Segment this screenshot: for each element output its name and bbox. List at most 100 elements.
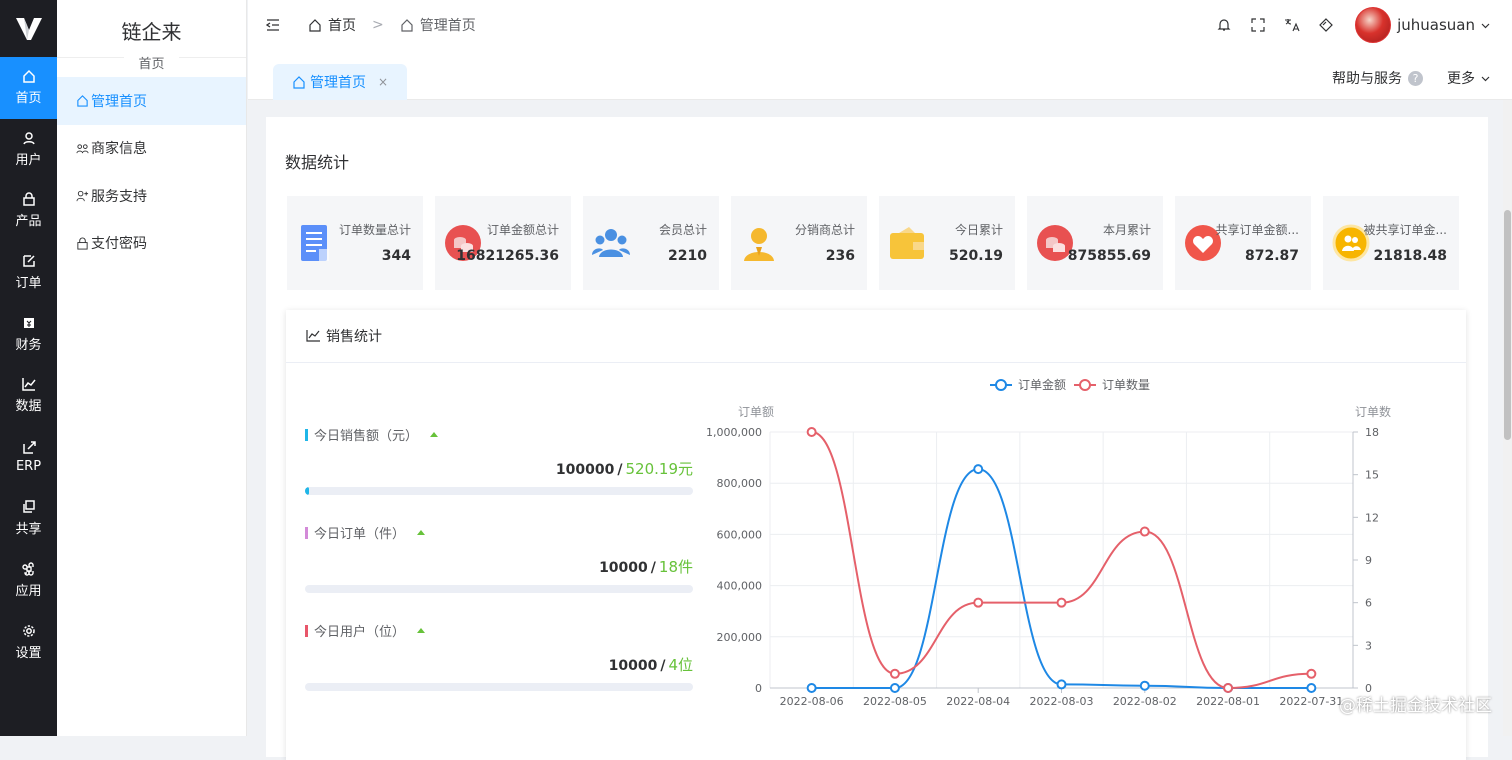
rail-item-5[interactable]: 数据 <box>0 365 57 427</box>
stat-value: 16821265.36 <box>456 248 559 264</box>
sales-card: 销售统计 今日销售额（元）100000/520.19元今日订单（件）10000/… <box>286 310 1466 760</box>
y-tick-label: 600,000 <box>717 528 763 541</box>
theme-icon[interactable] <box>1309 8 1343 42</box>
data-point <box>974 599 982 607</box>
rail-item-4[interactable]: 财务 <box>0 303 57 365</box>
row-marker <box>305 527 308 539</box>
trend-up-icon <box>417 530 425 535</box>
top-header: 首页 > 管理首页 juhuasuan <box>248 0 1512 50</box>
progress-sep: / <box>651 560 656 576</box>
stat-card[interactable]: 订单数量总计 344 <box>287 196 423 290</box>
tab-label: 管理首页 <box>310 72 366 92</box>
bell-icon[interactable] <box>1207 8 1241 42</box>
watermark-text: @稀土掘金技术社区 <box>1339 691 1492 716</box>
data-point <box>1141 528 1149 536</box>
home-icon <box>22 69 36 83</box>
y2-tick-label: 6 <box>1365 597 1372 610</box>
y2-tick-label: 9 <box>1365 554 1372 567</box>
money-icon <box>22 316 36 330</box>
rail-item-3[interactable]: 订单 <box>0 242 57 304</box>
breadcrumb-current: 管理首页 <box>420 15 476 35</box>
rail-item-label: 财务 <box>15 334 41 353</box>
sidebar-item-2[interactable]: 服务支持 <box>57 172 246 220</box>
scrollbar-thumb[interactable] <box>1504 210 1511 440</box>
tab-dashboard[interactable]: 管理首页 × <box>273 64 407 100</box>
row-marker <box>305 429 308 441</box>
y-axis-title: 订单额 <box>738 405 774 419</box>
y-tick-label: 400,000 <box>717 580 763 593</box>
data-point <box>1141 682 1149 690</box>
help-link[interactable]: 帮助与服务 <box>1332 68 1402 88</box>
sidebar-item-1[interactable]: 商家信息 <box>57 125 246 173</box>
y2-tick-label: 15 <box>1365 469 1379 482</box>
x-tick-label: 2022-08-02 <box>1113 695 1177 708</box>
data-point <box>1058 599 1066 607</box>
rail-item-0[interactable]: 首页 <box>0 57 57 119</box>
help-icon[interactable]: ? <box>1408 71 1423 86</box>
stat-card[interactable]: 被共享订单金...21818.48 <box>1323 196 1459 290</box>
x-tick-label: 2022-08-05 <box>863 695 927 708</box>
y-tick-label: 1,000,000 <box>706 426 762 439</box>
rail-item-label: 设置 <box>15 642 41 661</box>
progress-label: 今日销售额（元） <box>314 425 418 444</box>
rail-item-7[interactable]: 共享 <box>0 488 57 550</box>
wallet-icon <box>887 223 927 263</box>
close-icon[interactable]: × <box>378 75 388 89</box>
sidebar-item-0[interactable]: 管理首页 <box>57 77 246 125</box>
data-point <box>808 428 816 436</box>
y2-tick-label: 18 <box>1365 426 1379 439</box>
more-menu[interactable]: 更多 <box>1447 68 1475 88</box>
trend-up-icon <box>417 628 425 633</box>
gear-icon <box>22 624 36 638</box>
rail-item-9[interactable]: 设置 <box>0 611 57 673</box>
data-point <box>891 670 899 678</box>
stat-label: 分销商总计 <box>795 221 855 238</box>
stat-label: 订单数量总计 <box>339 221 411 238</box>
scrollbar[interactable] <box>1503 100 1512 736</box>
chevron-down-icon[interactable] <box>1481 18 1490 33</box>
rail-item-label: 订单 <box>15 272 41 291</box>
rail-item-8[interactable]: 应用 <box>0 550 57 612</box>
x-tick-label: 2022-08-03 <box>1030 695 1094 708</box>
sidebar-item-label: 商家信息 <box>91 138 147 158</box>
stat-card[interactable]: 共享订单金额...872.87 <box>1175 196 1311 290</box>
translate-icon[interactable] <box>1275 8 1309 42</box>
sidebar-item-3[interactable]: 支付密码 <box>57 220 246 268</box>
series-line-1 <box>812 432 1312 688</box>
series-line-0 <box>812 469 1312 688</box>
document-icon <box>295 223 335 263</box>
progress-fill <box>305 487 309 495</box>
avatar[interactable] <box>1355 7 1391 43</box>
home-icon <box>308 18 322 32</box>
lock-icon <box>22 192 36 206</box>
username[interactable]: juhuasuan <box>1397 16 1475 34</box>
rail-item-label: 用户 <box>15 149 41 168</box>
rail-item-2[interactable]: 产品 <box>0 180 57 242</box>
breadcrumb-home[interactable]: 首页 <box>328 15 356 35</box>
legend-marker <box>996 380 1006 390</box>
stat-value: 344 <box>382 248 411 264</box>
chevron-down-icon[interactable] <box>1481 70 1490 86</box>
command-icon <box>22 562 36 576</box>
sales-line-chart: 0200,000400,000600,000800,0001,000,00003… <box>702 370 1482 720</box>
progress-row: 今日订单（件）10000/18件 <box>305 523 693 593</box>
progress-current: 18件 <box>659 558 693 576</box>
rail-item-label: 共享 <box>15 518 41 537</box>
fullscreen-icon[interactable] <box>1241 8 1275 42</box>
collapse-menu-icon[interactable] <box>256 8 290 42</box>
external-icon <box>22 441 36 455</box>
rail-item-1[interactable]: 用户 <box>0 119 57 181</box>
progress-current: 520.19元 <box>626 460 694 478</box>
app-logo[interactable] <box>0 0 57 57</box>
rail-item-6[interactable]: ERP <box>0 427 57 489</box>
data-point <box>974 465 982 473</box>
y2-tick-label: 3 <box>1365 639 1372 652</box>
secondary-sidebar: 链企来 首页 管理首页商家信息服务支持支付密码 <box>57 0 247 736</box>
